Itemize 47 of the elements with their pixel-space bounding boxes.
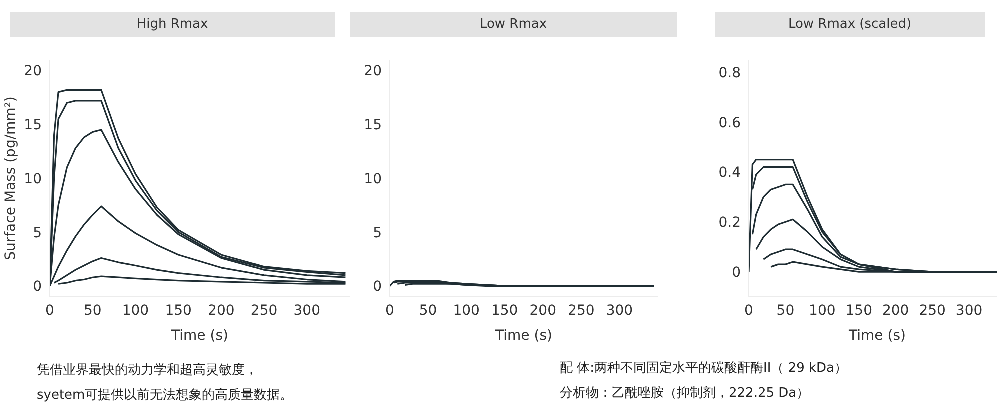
text: syetem可提供以前无法想象的高质量数据。 <box>37 387 294 405</box>
x-axis-title: Time (s) <box>170 328 228 344</box>
chart-title: Low Rmax <box>350 12 677 37</box>
y-tick-label: 0.8 <box>718 65 741 82</box>
y-tick-label: 0 <box>33 279 42 296</box>
x-tick-label: 50 <box>776 302 795 319</box>
x-tick-label: 150 <box>165 302 192 319</box>
x-tick-label: 250 <box>568 302 595 319</box>
y-tick-label: 20 <box>24 64 42 80</box>
x-tick-label: 100 <box>453 302 480 319</box>
y-axis-title: Surface Mass (pg/mm²) <box>2 96 19 260</box>
y-tick-label: 10 <box>364 171 382 188</box>
x-tick-label: 100 <box>122 302 150 319</box>
x-axis-title: Time (s) <box>494 328 552 344</box>
y-tick-label: 15 <box>24 118 42 134</box>
x-tick-label: 150 <box>846 302 873 319</box>
x-tick-label: 250 <box>919 302 946 319</box>
x-tick-label: 200 <box>882 302 910 319</box>
x-tick-label: 50 <box>419 302 438 319</box>
text: 分析物：乙酰唑胺（抑制剂，222.25 Da） <box>560 385 811 403</box>
y-tick-label: 5 <box>373 225 382 242</box>
y-tick-label: 5 <box>33 225 42 242</box>
x-tick-label: 0 <box>386 302 394 319</box>
y-tick-label: 0.4 <box>718 165 742 182</box>
x-tick-label: 300 <box>956 302 983 319</box>
x-tick-label: 150 <box>491 302 518 319</box>
x-tick-label: 250 <box>250 302 278 319</box>
y-tick-label: 0.6 <box>718 115 742 132</box>
y-tick-label: 15 <box>364 118 382 134</box>
y-tick-label: 20 <box>364 64 382 80</box>
y-tick-label: 0 <box>373 279 382 296</box>
x-tick-label: 50 <box>84 302 102 319</box>
x-tick-label: 300 <box>606 302 634 319</box>
x-tick-label: 200 <box>208 302 235 319</box>
x-tick-label: 200 <box>530 302 557 319</box>
y-tick-label: 0 <box>732 265 741 282</box>
chart-title: High Rmax <box>10 12 335 37</box>
x-tick-label: 300 <box>294 302 321 319</box>
x-tick-label: 100 <box>809 302 836 319</box>
x-axis-title: Time (s) <box>848 328 906 344</box>
x-tick-label: 0 <box>744 302 754 319</box>
y-tick-label: 0.2 <box>718 215 741 232</box>
text: 配 体:两种不同固定水平的碳酸酐酶II（ 29 kDa） <box>560 360 848 378</box>
x-tick-label: 0 <box>46 302 54 319</box>
chart-title: Low Rmax (scaled) <box>715 12 985 37</box>
text: 凭借业界最快的动力学和超高灵敏度， <box>37 362 259 380</box>
y-tick-label: 10 <box>24 171 42 188</box>
